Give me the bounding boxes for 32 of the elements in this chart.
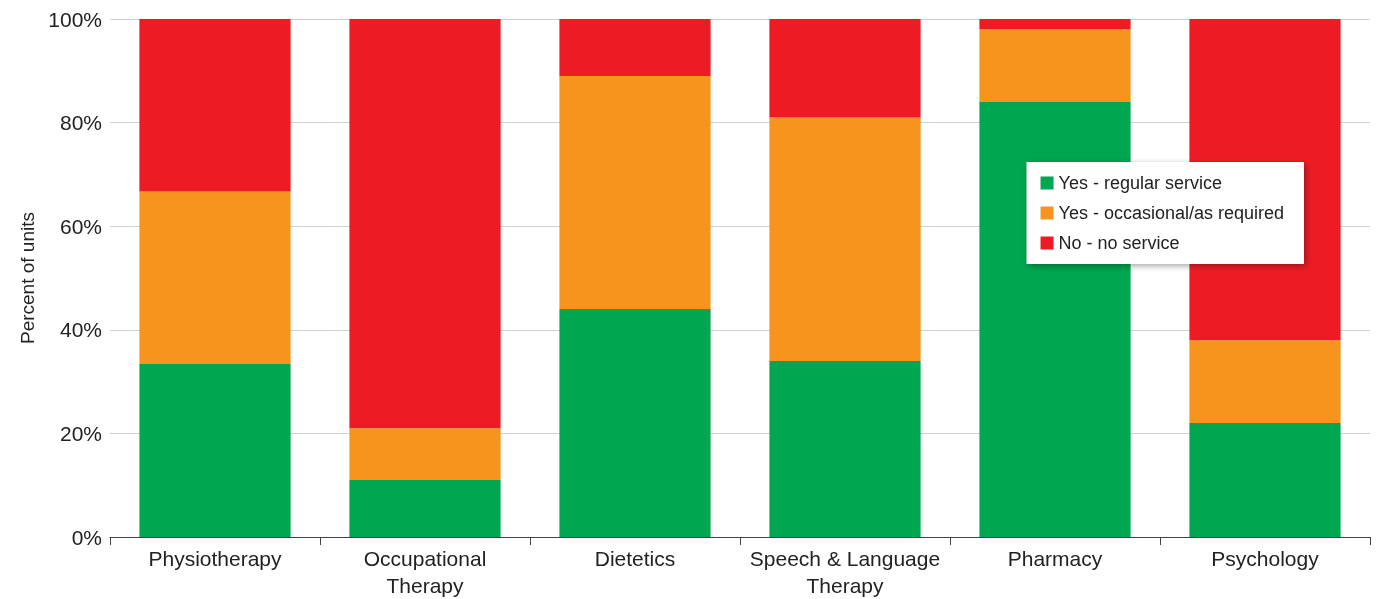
y-tick-label: 60% [59,214,102,238]
x-tick-label: Pharmacy [1007,547,1103,570]
y-tick-label: 0% [71,525,102,549]
bar [979,19,1131,30]
legend-label: No - no service [1058,233,1180,253]
bar [1189,423,1341,537]
bar [139,19,291,192]
bar [559,19,711,76]
y-tick-label: 20% [59,421,102,445]
y-tick-label: 80% [59,111,102,135]
bar [979,29,1131,102]
bar [349,19,501,429]
x-tick-label: Dietetics [594,547,676,570]
y-tick-label: 40% [59,318,102,342]
bar [769,360,921,537]
x-tick-label: Occupational Therapy [363,547,487,597]
bar [559,75,711,310]
y-tick-label: 100% [48,7,102,31]
y-axis-title: Percent of units [17,211,39,345]
bar [349,480,501,537]
x-tick-label: Physiotherapy [148,547,283,570]
bar [139,363,291,537]
legend-label: Yes - regular service [1058,173,1222,193]
bar [769,117,921,361]
x-tick-label: Speech & Language Therapy [749,547,941,597]
bar [769,19,921,118]
legend-label: Yes - occasional/as required [1058,203,1284,223]
bar [349,428,501,481]
bar [139,191,291,364]
bar [559,309,711,537]
bar [1189,340,1341,424]
x-tick-label: Psychology [1211,547,1320,570]
